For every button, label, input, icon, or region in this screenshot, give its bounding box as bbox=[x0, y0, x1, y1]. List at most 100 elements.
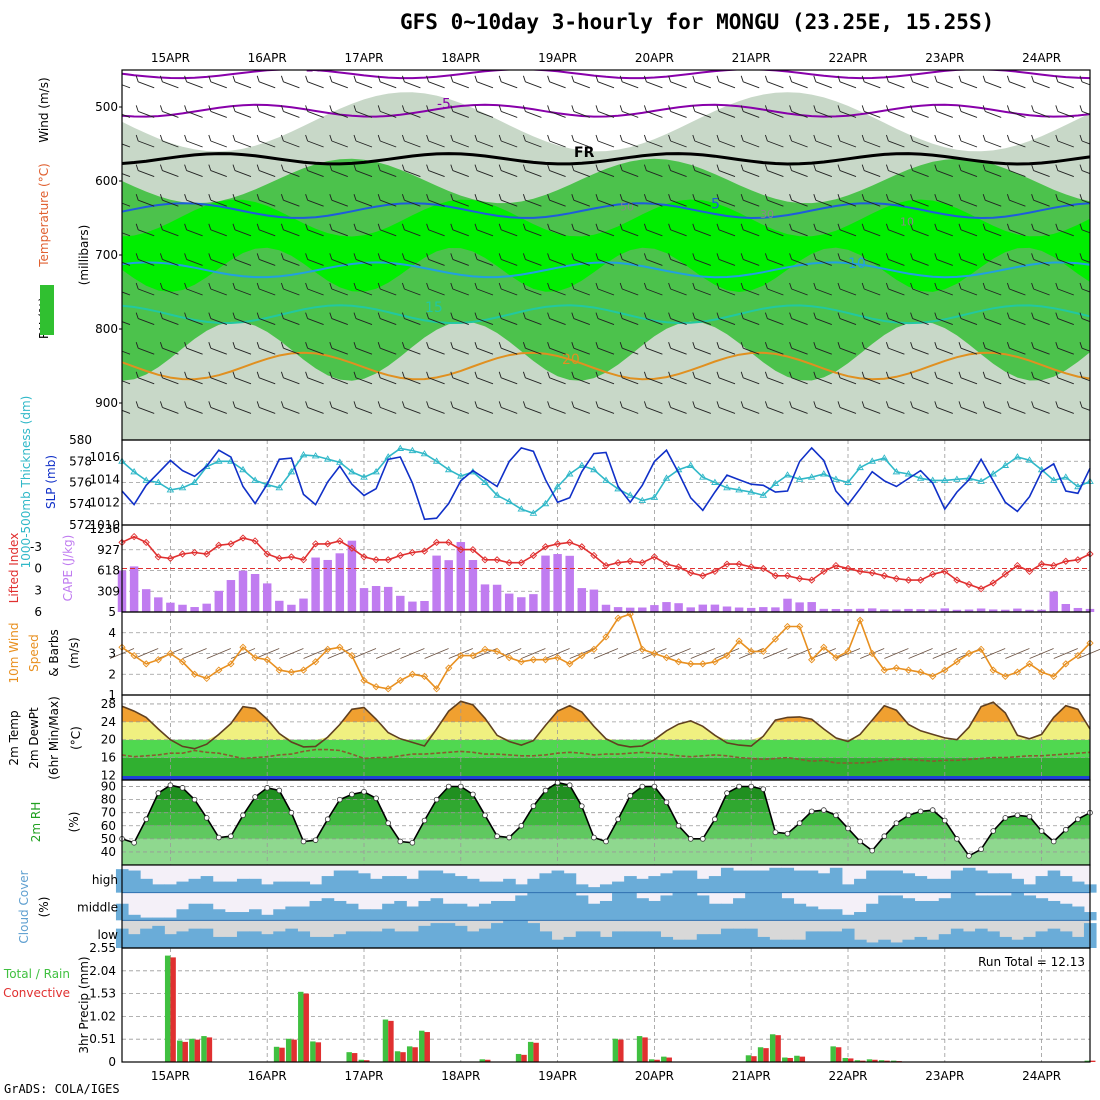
point-marker bbox=[1002, 815, 1009, 821]
precip-convective-bar bbox=[170, 957, 176, 1062]
slp-tick-label: 1012 bbox=[89, 495, 120, 509]
point-marker bbox=[553, 654, 562, 662]
precip-total-bar bbox=[866, 1059, 873, 1062]
point-marker bbox=[373, 795, 379, 802]
point-marker bbox=[820, 470, 828, 477]
cloud-cell bbox=[164, 934, 177, 948]
point-marker bbox=[651, 783, 658, 790]
cape-bar bbox=[964, 609, 974, 612]
point-marker bbox=[699, 572, 707, 580]
point-marker bbox=[166, 486, 175, 493]
cloud-cell bbox=[745, 892, 758, 921]
point-marker bbox=[178, 658, 187, 666]
cloud-cell bbox=[612, 881, 625, 893]
cloud-cell bbox=[176, 909, 190, 921]
precip-total-bar bbox=[479, 1059, 485, 1062]
cape-bar bbox=[250, 573, 260, 612]
point-marker bbox=[638, 559, 646, 567]
point-marker bbox=[892, 575, 901, 583]
precip-convective-bar bbox=[485, 1059, 491, 1062]
point-marker bbox=[311, 452, 320, 459]
point-marker bbox=[190, 548, 199, 557]
cloud-cell bbox=[733, 870, 746, 893]
precip-total-bar bbox=[878, 1060, 885, 1062]
point-marker bbox=[893, 820, 900, 826]
point-marker bbox=[880, 572, 888, 580]
cloud-cell bbox=[394, 931, 407, 948]
point-marker bbox=[493, 491, 501, 498]
point-marker bbox=[287, 668, 296, 676]
thickness-tick-label: 576 bbox=[69, 476, 92, 490]
cloud-cell bbox=[370, 909, 383, 921]
point-marker bbox=[529, 551, 538, 560]
cape-bar bbox=[553, 554, 562, 612]
point-marker bbox=[578, 543, 586, 551]
cloud-cell bbox=[1047, 928, 1061, 948]
point-marker bbox=[517, 559, 525, 567]
cloud-cell bbox=[491, 923, 504, 948]
precip-convective-bar bbox=[521, 1054, 527, 1062]
cloud-cell bbox=[478, 881, 492, 893]
cape-bar bbox=[795, 602, 804, 612]
cloud-cell bbox=[817, 909, 831, 921]
precip-total-bar bbox=[273, 1046, 280, 1062]
point-marker bbox=[203, 815, 210, 821]
point-marker bbox=[432, 538, 441, 547]
cape-bar bbox=[771, 607, 780, 612]
point-marker bbox=[408, 670, 417, 678]
cape-bar bbox=[468, 560, 478, 612]
point-marker bbox=[518, 822, 525, 829]
point-marker bbox=[723, 483, 731, 491]
precip-convective-bar bbox=[654, 1059, 660, 1062]
cloud-cell bbox=[587, 903, 601, 921]
cloud-cell bbox=[708, 903, 722, 921]
cloud-cell bbox=[261, 884, 274, 893]
cape-bar bbox=[275, 600, 284, 612]
point-marker bbox=[529, 509, 538, 516]
precip-tick-label: 2.55 bbox=[89, 941, 116, 955]
point-marker bbox=[494, 833, 500, 840]
point-marker bbox=[712, 816, 718, 823]
precip-convective-bar bbox=[194, 1039, 201, 1062]
point-marker bbox=[336, 643, 344, 651]
point-marker bbox=[989, 470, 997, 477]
point-marker bbox=[553, 482, 562, 490]
cape-bar bbox=[807, 602, 816, 612]
point-marker bbox=[687, 660, 695, 668]
cloud-cell bbox=[321, 898, 335, 921]
cloud-cell bbox=[890, 942, 903, 948]
point-marker bbox=[190, 670, 199, 678]
cape-bar bbox=[577, 588, 587, 612]
cloud-cell bbox=[612, 931, 625, 948]
cloud-cell bbox=[999, 895, 1012, 921]
cloud-cell bbox=[297, 931, 311, 948]
cloud-cell bbox=[466, 906, 480, 921]
cloud-cell bbox=[757, 870, 770, 893]
cloud-row-low bbox=[115, 919, 1097, 948]
cloud-cell bbox=[357, 909, 371, 921]
pressure-axis-units: (millibars) bbox=[77, 225, 91, 286]
point-marker bbox=[191, 796, 198, 803]
cloud-cell bbox=[999, 873, 1012, 893]
point-marker bbox=[470, 791, 476, 798]
point-marker bbox=[772, 829, 779, 836]
point-marker bbox=[154, 478, 163, 485]
point-marker bbox=[1075, 816, 1081, 823]
lifted-index-line-markers bbox=[118, 532, 1094, 593]
cloud-cell bbox=[503, 900, 516, 921]
point-marker bbox=[457, 472, 465, 479]
precip-bars bbox=[164, 955, 1096, 1062]
precip-convective-bar bbox=[1090, 1060, 1096, 1062]
lifted-index-tick-label: 0 bbox=[34, 562, 42, 576]
cape-tick-label: 309 bbox=[97, 584, 120, 598]
cape-bar bbox=[214, 590, 224, 612]
point-marker bbox=[384, 685, 392, 693]
point-marker bbox=[711, 478, 719, 485]
point-marker bbox=[615, 816, 621, 823]
point-marker bbox=[868, 649, 876, 658]
cape-bar bbox=[625, 607, 635, 612]
point-marker bbox=[603, 838, 609, 845]
cape-bar bbox=[1073, 607, 1083, 612]
point-marker bbox=[591, 834, 597, 841]
cloud-cell bbox=[212, 936, 226, 948]
